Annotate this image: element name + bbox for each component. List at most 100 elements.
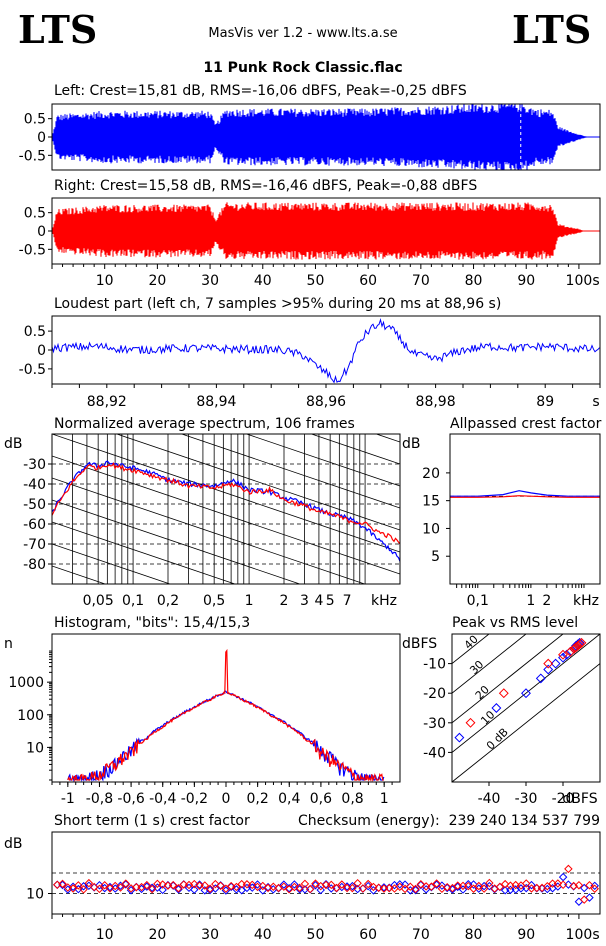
crest-left-point — [379, 883, 389, 892]
diagonal-label: 40 — [462, 633, 481, 652]
crest-right-point — [527, 884, 536, 893]
crest-right-point — [279, 882, 289, 891]
crest-right-point — [353, 878, 362, 888]
pvr-left-point — [550, 658, 561, 669]
crest-right-point — [100, 881, 109, 890]
xtick-label: -0,6 — [117, 791, 144, 807]
crest-right-point — [464, 881, 473, 891]
xtick-label: 50 — [307, 927, 325, 943]
slope-gridline — [52, 543, 172, 584]
xtick-label: 0,8 — [341, 791, 363, 807]
crest-right-point — [384, 883, 394, 893]
xtick-label: 60 — [359, 273, 377, 289]
crest-left-point — [174, 885, 183, 894]
pvr-left-point — [535, 673, 546, 684]
spectrum-frame — [51, 433, 401, 585]
xtick-label: -30 — [515, 791, 538, 807]
pvr-right-point — [558, 649, 568, 660]
xtick-label: 30 — [201, 273, 219, 289]
file-name: 11 Punk Rock Classic.flac — [203, 60, 403, 76]
xtick-label: 7 — [343, 593, 352, 609]
crest-right-point — [469, 884, 478, 893]
crest-right-point — [142, 880, 152, 890]
crest-right-point — [374, 883, 383, 892]
xtick-label: 80 — [465, 273, 483, 289]
crest-right-point — [221, 884, 231, 893]
ytick-label: -10 — [423, 657, 446, 673]
crest-left-point — [121, 880, 131, 889]
crest-right-point — [421, 882, 431, 891]
xtick-label: 4 — [314, 593, 323, 609]
xtick-label: 88,98 — [416, 394, 456, 410]
xtick-label: 1 — [380, 791, 389, 807]
histogram-right-line — [67, 648, 384, 783]
crest-right-point — [453, 881, 462, 890]
crest-right-point — [132, 883, 141, 892]
slope-gridline — [245, 434, 400, 487]
xtick-label: 90 — [517, 273, 535, 289]
ytick-label: 15 — [422, 494, 440, 510]
xtick-label: 0,1 — [122, 593, 144, 609]
crest-left-point — [353, 884, 362, 894]
xtick-label: 3 — [300, 593, 309, 609]
right_waveform-title: Right: Crest=15,58 dB, RMS=-16,46 dBFS, … — [54, 178, 477, 194]
loudest-part-panel: 0.5 0 -0.5 88,92 88,94 88,96 88,98 89 s — [19, 315, 601, 410]
crest-left-point — [411, 885, 420, 895]
y-axis-label: dB — [402, 436, 421, 452]
crest-right-point — [58, 879, 67, 889]
histogram-title: Histogram, "bits": 15,4/15,3 — [54, 615, 250, 631]
crest-right-point — [147, 884, 157, 894]
crest-right-point — [84, 878, 94, 888]
crest-left-point — [195, 880, 204, 889]
short-term-crest-panel: dB 10 10 20 30 40 50 60 70 80 90 100 s — [4, 831, 601, 943]
crest-diagonal — [452, 634, 564, 724]
allpassed-crest-frame — [449, 433, 601, 585]
crest-right-point — [358, 884, 368, 893]
diagonal-label: 20 — [473, 683, 492, 702]
crest-right-point — [348, 883, 357, 893]
app-title: MasVis ver 1.2 - www.lts.a.se — [208, 26, 398, 41]
crest-right-point — [121, 879, 131, 888]
crest-right-point — [432, 879, 441, 888]
crest-right-point — [585, 880, 594, 890]
xtick-label: 88,94 — [196, 394, 236, 410]
xtick-label: 1 — [245, 593, 254, 609]
crest-right-point — [564, 864, 573, 874]
checksum-value: 239 240 134 537 799 — [449, 813, 600, 829]
crest-left-point — [290, 880, 299, 889]
crest-right-point — [68, 884, 78, 893]
xtick-label: 20 — [148, 927, 166, 943]
crest-left-point — [221, 886, 231, 895]
xtick-label: 10 — [96, 927, 114, 943]
crest-right-point — [411, 884, 420, 894]
pvr-left-point — [558, 652, 568, 663]
xtick-label: 0,5 — [203, 593, 225, 609]
x-axis-label: dBFS — [562, 791, 597, 807]
xtick-label: -1 — [61, 791, 75, 807]
allpassed_crest-title: Allpassed crest factor — [450, 416, 602, 432]
crest-right-point — [74, 881, 83, 890]
ytick-label: -50 — [23, 497, 46, 513]
crest-diagonal — [452, 634, 527, 694]
crest-right-point — [369, 882, 378, 892]
xtick-label: 2 — [280, 593, 289, 609]
xtick-label: -40 — [478, 791, 501, 807]
crest-right-point — [590, 884, 599, 893]
ytick-label: 0.5 — [24, 112, 46, 128]
xtick-label: -0,2 — [181, 791, 208, 807]
crest-right-point — [295, 883, 304, 893]
crest-right-point — [337, 880, 347, 889]
ytick-label: 10 — [26, 740, 44, 756]
crest-right-point — [479, 884, 489, 893]
xtick-label: 100 — [566, 273, 593, 289]
crest-left-point — [63, 885, 73, 894]
pvr-right-point — [498, 688, 509, 699]
xtick-label: 40 — [254, 273, 272, 289]
loudest-part-trace — [51, 317, 600, 384]
xtick-label: -0,4 — [149, 791, 176, 807]
crest-left-point — [479, 881, 489, 891]
loudest_part-title: Loudest part (left ch, 7 samples >95% du… — [54, 296, 501, 312]
crest-right-point — [300, 879, 310, 889]
